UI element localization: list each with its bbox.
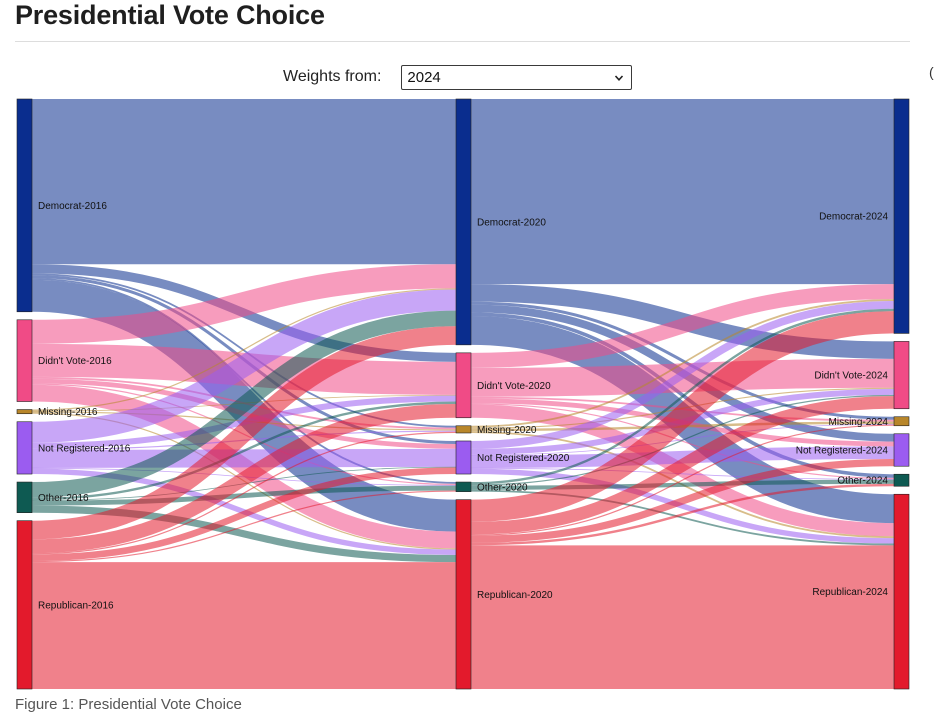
page-title: Presidential Vote Choice (15, 0, 325, 30)
weights-label: Weights from: (283, 68, 382, 85)
link-republican-2016-to-other-2020 (31, 490, 457, 563)
node-label-republican-2020: Republican-2020 (477, 590, 553, 601)
link-other-2016-to-democrat-2020 (31, 310, 457, 498)
title-divider (15, 41, 910, 42)
link-republican-2020-to-missing-2024 (470, 424, 895, 536)
weights-select-value: 2024 (407, 68, 441, 86)
node-didn-t-vote-2016[interactable] (16, 319, 33, 402)
link-republican-2016-to-didn-t-vote-2020 (31, 403, 457, 554)
link-not-registered-2020-to-other-2024 (470, 467, 895, 480)
edge-fragment: ( (929, 64, 934, 80)
node-label-other-2020: Other-2020 (477, 482, 528, 493)
node-not-registered-2016[interactable] (16, 421, 33, 475)
node-label-not-registered-2024: Not Registered-2024 (796, 445, 889, 456)
link-republican-2016-to-not-registered-2020 (31, 467, 457, 561)
node-didn-t-vote-2020[interactable] (455, 352, 472, 419)
node-label-not-registered-2016: Not Registered-2016 (38, 443, 131, 454)
link-not-registered-2016-to-not-registered-2020 (31, 448, 457, 469)
link-other-2020-to-didn-t-vote-2024 (470, 394, 895, 486)
node-missing-2016[interactable] (16, 409, 33, 415)
link-not-registered-2020-to-democrat-2024 (470, 300, 895, 449)
node-not-registered-2024[interactable] (893, 433, 910, 467)
node-label-republican-2024: Republican-2024 (812, 587, 888, 598)
chevron-down-icon (615, 74, 624, 81)
link-missing-2016-to-democrat-2020 (31, 288, 457, 411)
sankey-labels: Democrat-2016 Didn't Vote-2016 Missing-201… (38, 201, 888, 611)
node-missing-2020[interactable] (455, 425, 472, 434)
node-didn-t-vote-2024[interactable] (893, 341, 910, 410)
node-label-missing-2020: Missing-2020 (477, 425, 537, 436)
link-didn-t-vote-2020-to-other-2024 (470, 403, 895, 480)
sankey-links (31, 98, 895, 690)
node-label-didn-t-vote-2024: Didn't Vote-2024 (814, 371, 888, 382)
sankey-nodes (16, 98, 910, 690)
link-republican-2020-to-other-2024 (470, 483, 895, 546)
node-democrat-2020[interactable] (455, 98, 472, 346)
link-missing-2020-to-democrat-2024 (470, 299, 895, 428)
node-label-other-2024: Other-2024 (837, 476, 888, 487)
node-missing-2024[interactable] (893, 416, 910, 427)
link-other-2020-to-other-2024 (470, 479, 895, 490)
link-not-registered-2020-to-not-registered-2024 (470, 446, 895, 469)
weights-control: Weights from: 2024 (283, 63, 633, 91)
node-label-democrat-2020: Democrat-2020 (477, 217, 546, 228)
node-republican-2024[interactable] (893, 493, 910, 690)
weights-select[interactable]: 2024 (401, 64, 633, 90)
node-label-missing-2016: Missing-2016 (38, 407, 98, 418)
link-republican-2020-to-not-registered-2024 (470, 459, 895, 543)
node-label-democrat-2024: Democrat-2024 (819, 212, 888, 223)
node-republican-2020[interactable] (455, 499, 472, 690)
node-other-2016[interactable] (16, 481, 33, 513)
link-other-2020-to-democrat-2024 (470, 308, 895, 485)
link-didn-t-vote-2020-to-democrat-2024 (470, 284, 895, 368)
node-other-2020[interactable] (455, 481, 472, 492)
node-democrat-2024[interactable] (893, 98, 910, 334)
link-other-2016-to-didn-t-vote-2020 (31, 401, 457, 501)
link-republican-2016-to-missing-2020 (31, 431, 457, 555)
link-republican-2016-to-democrat-2020 (31, 326, 457, 540)
node-label-democrat-2016: Democrat-2016 (38, 201, 107, 212)
link-republican-2020-to-didn-t-vote-2024 (470, 396, 895, 535)
node-label-didn-t-vote-2016: Didn't Vote-2016 (38, 356, 112, 367)
link-didn-t-vote-2016-to-democrat-2020 (31, 264, 457, 344)
node-label-didn-t-vote-2020: Didn't Vote-2020 (477, 381, 551, 392)
link-other-2016-to-other-2020 (31, 485, 457, 506)
node-label-not-registered-2020: Not Registered-2020 (477, 453, 570, 464)
node-not-registered-2020[interactable] (455, 440, 472, 475)
link-republican-2020-to-democrat-2024 (470, 311, 895, 522)
node-label-republican-2016: Republican-2016 (38, 600, 114, 611)
node-republican-2016[interactable] (16, 520, 33, 690)
node-label-missing-2024: Missing-2024 (829, 417, 889, 428)
link-not-registered-2016-to-democrat-2020 (31, 289, 457, 443)
node-other-2024[interactable] (893, 473, 910, 487)
figure-caption: Figure 1: Presidential Vote Choice (15, 696, 242, 713)
node-label-other-2016: Other-2016 (38, 493, 89, 504)
node-democrat-2016[interactable] (16, 98, 33, 313)
